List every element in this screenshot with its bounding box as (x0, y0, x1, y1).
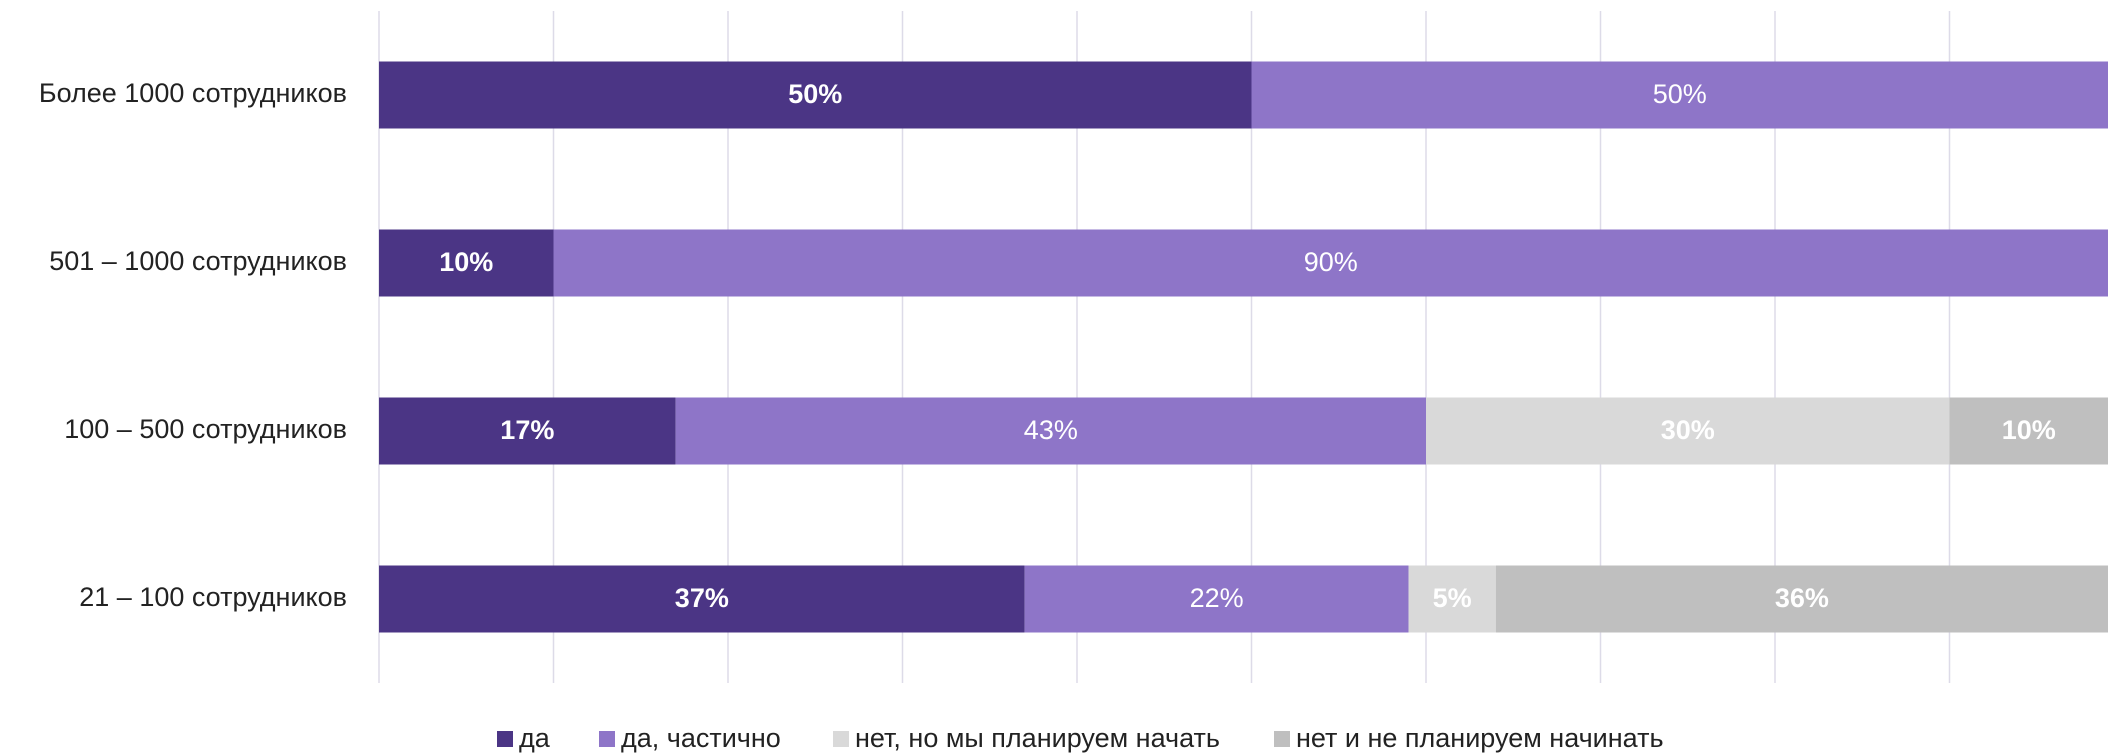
bar-segment (1251, 61, 2108, 129)
bar-segment (1408, 565, 1496, 633)
value-label: 10% (2002, 415, 2056, 445)
category-label: Более 1000 сотрудников (39, 78, 347, 108)
bar-segment (1949, 397, 2108, 465)
value-label: 17% (500, 415, 554, 445)
category-label: 100 – 500 сотрудников (64, 414, 347, 444)
value-label: 36% (1775, 583, 1829, 613)
bar-segment (379, 397, 676, 465)
legend-label: да, частично (621, 723, 781, 753)
value-label: 22% (1190, 583, 1244, 613)
bar-segment (379, 229, 554, 297)
bar-segment (379, 61, 1252, 129)
value-label: 90% (1304, 247, 1358, 277)
bar-segment (379, 565, 1025, 633)
bar-segment (675, 397, 1426, 465)
legend-swatch (1274, 731, 1290, 747)
legend-label: нет, но мы планируем начать (855, 723, 1220, 753)
value-label: 50% (1653, 79, 1707, 109)
value-label: 50% (788, 79, 842, 109)
bar-segment (1426, 397, 1950, 465)
legend-swatch (833, 731, 849, 747)
legend-swatch (599, 731, 615, 747)
value-label: 37% (675, 583, 729, 613)
legend-swatch (497, 731, 513, 747)
bar-segment (1495, 565, 2108, 633)
category-label: 21 – 100 сотрудников (79, 582, 347, 612)
value-label: 43% (1024, 415, 1078, 445)
bar-segment (553, 229, 2108, 297)
legend-label: нет и не планируем начинать (1296, 723, 1664, 753)
category-label: 501 – 1000 сотрудников (49, 246, 347, 276)
legend-label: да (519, 723, 551, 753)
value-label: 10% (439, 247, 493, 277)
bar-segment (1024, 565, 1409, 633)
value-label: 5% (1433, 583, 1472, 613)
value-label: 30% (1661, 415, 1715, 445)
